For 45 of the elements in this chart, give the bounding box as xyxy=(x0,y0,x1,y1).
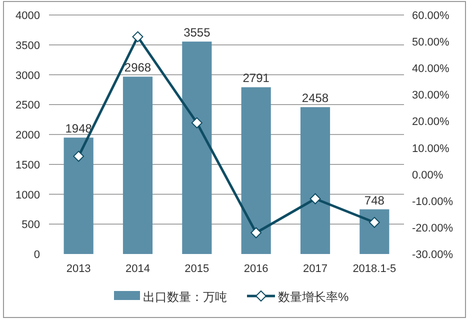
bar xyxy=(182,42,212,254)
point xyxy=(368,216,380,228)
data-label: 3555 xyxy=(184,26,211,40)
x-tick-label: 2018.1-5 xyxy=(352,263,396,275)
bar xyxy=(122,76,153,254)
data-label: 748 xyxy=(364,193,385,208)
x-tick-label: 2017 xyxy=(303,263,328,275)
y-tick-label: 500 xyxy=(22,219,40,232)
data-label: 2791 xyxy=(242,71,270,86)
bar xyxy=(360,209,390,254)
x-tick-label: 2014 xyxy=(126,263,150,275)
point xyxy=(73,150,84,162)
y2-tick-label: 60.00% xyxy=(412,10,450,22)
legend-label: 数量增长率% xyxy=(278,290,349,304)
y-tick-label: 2500 xyxy=(16,100,40,112)
y2-tick-label: -20.00% xyxy=(412,222,454,234)
data-label: 2968 xyxy=(124,60,152,75)
y2-tick-label: 40.00% xyxy=(412,63,450,76)
y-tick-label: 2000 xyxy=(16,130,40,142)
y2-tick-label: 10.00% xyxy=(412,142,450,155)
y2-tick-label: 20.00% xyxy=(412,116,450,128)
y-tick-label: 1500 xyxy=(16,159,40,172)
x-tick-label: 2015 xyxy=(184,263,210,275)
y-tick-label: 3000 xyxy=(16,70,40,82)
x-tick-label: 2013 xyxy=(66,263,91,275)
x-tick-label: 2016 xyxy=(244,263,268,275)
point xyxy=(310,193,321,204)
y2-tick-label: 50.00% xyxy=(412,36,450,49)
bar xyxy=(64,138,94,254)
y-tick-label: 4000 xyxy=(16,10,40,22)
point xyxy=(191,117,202,128)
legend-label: 出口数量：万吨 xyxy=(143,290,227,304)
y-tick-label: 3500 xyxy=(16,40,40,52)
bar xyxy=(241,87,271,254)
data-label: 2458 xyxy=(302,91,329,106)
point xyxy=(250,227,262,238)
y2-tick-label: 30.00% xyxy=(412,90,450,102)
bar xyxy=(300,107,330,254)
y-tick-label: 0 xyxy=(34,249,40,261)
y2-tick-label: -10.00% xyxy=(412,196,454,208)
data-label: 1948 xyxy=(65,122,92,136)
y2-tick-label: -30.00% xyxy=(412,249,454,261)
point xyxy=(132,31,144,42)
y-tick-label: 1000 xyxy=(16,189,40,202)
y2-tick-label: 0.00% xyxy=(412,169,444,182)
